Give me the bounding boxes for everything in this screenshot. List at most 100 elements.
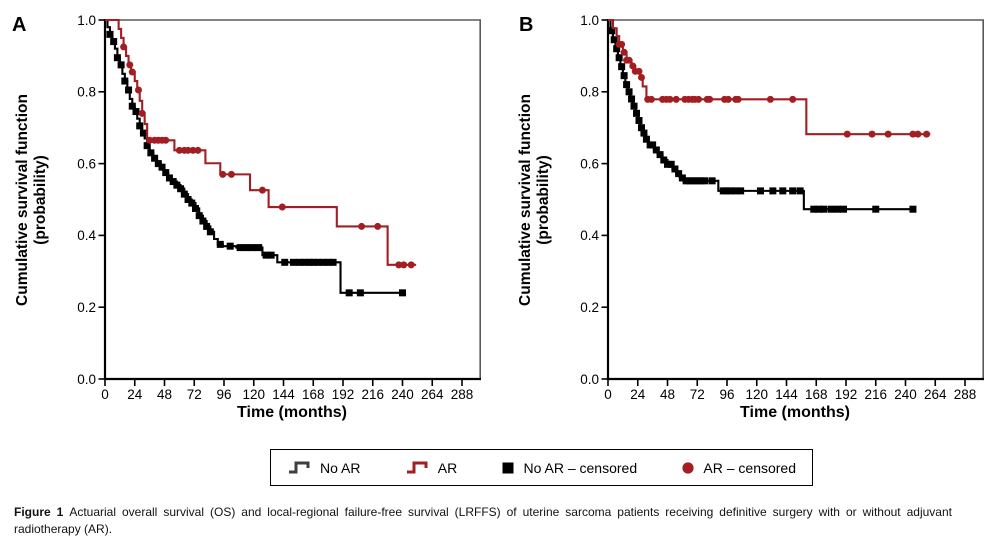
censor-marker-no-ar [249, 244, 257, 252]
censor-marker-no-ar [608, 27, 616, 35]
censor-marker-no-ar [872, 205, 880, 213]
censor-marker-ar [766, 95, 774, 103]
censor-marker-ar [789, 95, 797, 103]
censor-marker-ar [914, 130, 922, 138]
censor-marker-no-ar [664, 160, 671, 168]
censor-marker-ar [128, 68, 136, 76]
censor-marker-no-ar [815, 205, 823, 213]
censor-marker-no-ar [195, 212, 203, 220]
x-tick-label: 240 [894, 387, 917, 402]
censor-marker-no-ar [199, 217, 207, 225]
censor-marker-no-ar [628, 95, 636, 103]
censor-marker-no-ar [184, 196, 192, 203]
censor-marker-ar [672, 95, 680, 103]
y-axis-title-line2: (probability) [32, 155, 49, 245]
legend-item-no-ar-censored: No AR – censored [501, 460, 637, 476]
x-tick-label: 216 [864, 387, 887, 402]
censor-marker-ar [175, 146, 183, 154]
censor-marker-no-ar [139, 129, 147, 137]
censor-marker-no-ar [154, 160, 162, 168]
censor-marker-ar [227, 170, 235, 178]
legend-label-ar: AR [437, 459, 458, 476]
censor-marker-no-ar [242, 244, 250, 252]
censor-marker-ar [126, 61, 134, 69]
legend: No AR AR No AR – censored AR – censored [270, 449, 813, 486]
censor-marker-no-ar [697, 177, 705, 185]
censor-marker-no-ar [708, 177, 716, 185]
x-tick-label: 48 [157, 387, 172, 402]
censor-marker-no-ar [121, 77, 129, 85]
censor-marker-no-ar [833, 205, 841, 213]
y-axis-title-line2: (probability) [535, 155, 552, 245]
censor-marker-no-ar [756, 187, 764, 195]
censor-marker-no-ar [236, 244, 244, 252]
censor-marker-no-ar [723, 187, 731, 195]
censor-marker-no-ar [635, 117, 643, 125]
panel-a-chart: A Cumulative survival function (probabil… [12, 13, 482, 421]
y-tick-label: 0.0 [77, 372, 96, 387]
y-tick-label: 1.0 [77, 13, 96, 28]
censor-marker-no-ar [840, 205, 848, 213]
censor-marker-no-ar [216, 240, 224, 248]
censor-marker-no-ar [675, 170, 683, 178]
censor-marker-no-ar [652, 146, 660, 154]
survival-curve-no-ar [608, 18, 913, 211]
censor-marker-no-ar [625, 88, 633, 96]
censor-marker-no-ar [671, 165, 679, 173]
censor-marker-no-ar [329, 258, 337, 266]
y-axis-title-line1: Cumulative survival function [14, 94, 31, 306]
censor-marker-no-ar [356, 289, 364, 297]
x-tick-label: 168 [302, 387, 325, 402]
censor-marker-no-ar [719, 187, 727, 195]
censor-marker-no-ar [191, 204, 199, 212]
censor-marker-no-ar [345, 289, 353, 297]
x-axis-title: Time (months) [237, 404, 347, 421]
x-tick-label: 264 [421, 387, 444, 402]
censor-marker-no-ar [637, 124, 645, 132]
x-tick-label: 144 [775, 387, 798, 402]
censor-marker-no-ar [660, 156, 668, 164]
censor-marker-no-ar [630, 102, 638, 110]
y-tick-label: 0.4 [580, 228, 599, 243]
censor-marker-no-ar [789, 187, 797, 195]
censor-marker-ar [407, 261, 415, 269]
censor-marker-ar [134, 86, 142, 94]
censor-marker-ar [706, 95, 714, 103]
censor-marker-no-ar [610, 36, 618, 44]
censor-marker-no-ar [319, 258, 327, 266]
censor-marker-no-ar [827, 205, 835, 213]
censor-marker-ar [666, 95, 674, 103]
censor-marker-ar [146, 136, 154, 144]
censor-marker-no-ar [162, 169, 170, 177]
legend-label-no-ar: No AR [320, 459, 361, 476]
censor-marker-ar [868, 130, 876, 138]
censor-marker-ar [219, 170, 227, 178]
censor-marker-no-ar [613, 45, 621, 53]
censor-marker-ar [629, 62, 637, 70]
legend-label-no-ar-censored: No AR – censored [523, 459, 638, 476]
censor-marker-no-ar [618, 63, 626, 71]
censor-marker-no-ar [324, 258, 332, 266]
censor-marker-no-ar [106, 30, 114, 38]
censor-marker-no-ar [281, 258, 289, 266]
censor-marker-ar [258, 186, 266, 194]
censor-marker-no-ar [779, 187, 787, 195]
legend-item-no-ar: No AR [287, 459, 360, 477]
x-tick-label: 120 [242, 387, 265, 402]
censor-marker-no-ar [125, 86, 133, 94]
censor-marker-no-ar [690, 177, 698, 185]
censor-marker-no-ar [649, 141, 657, 149]
x-tick-label: 192 [835, 387, 858, 402]
censor-marker-no-ar [642, 135, 650, 143]
censor-marker-ar [120, 43, 128, 51]
figure-caption-label: Figure 1 [14, 505, 64, 519]
ar-censored-circle [682, 461, 694, 474]
censor-marker-ar [884, 130, 892, 138]
x-tick-label: 96 [719, 387, 734, 402]
censor-marker-no-ar [180, 190, 188, 198]
x-tick-label: 216 [361, 387, 384, 402]
censor-marker-no-ar [633, 109, 641, 117]
y-axis-title-line1: Cumulative survival function [517, 94, 534, 306]
censor-marker-no-ar [909, 205, 917, 213]
figure-caption-text: Actuarial overall survival (OS) and loca… [14, 505, 952, 536]
